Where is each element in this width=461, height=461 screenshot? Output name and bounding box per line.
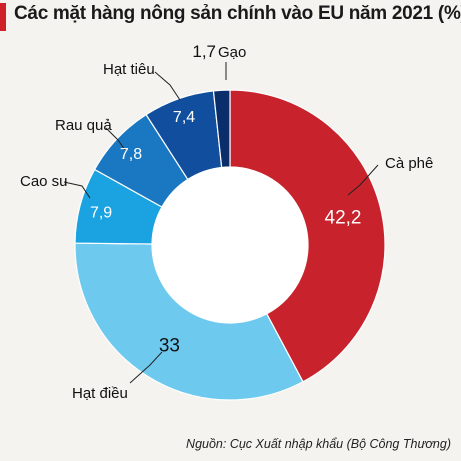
slice-label-3: Rau quả (55, 117, 112, 134)
leader-line-4 (154, 71, 181, 101)
slice-label-0: Cà phê (385, 155, 433, 172)
slice-label-2: Cao su (20, 173, 68, 190)
leader-line-3 (105, 127, 126, 151)
slice-value-4: 7,4 (173, 109, 195, 126)
donut-hole (152, 167, 308, 323)
leader-line-2 (63, 181, 91, 199)
title-accent-bar (0, 3, 6, 31)
leader-line-0 (347, 164, 379, 196)
chart-title: Các mặt hàng nông sản chính vào EU năm 2… (14, 3, 461, 24)
source-note: Nguồn: Cục Xuất nhập khẩu (Bộ Công Thươn… (186, 437, 451, 451)
slice-label-4: Hạt tiêu (103, 61, 155, 78)
slice-label-5: Gạo (218, 44, 246, 61)
slice-value-1: 33 (159, 336, 180, 357)
slice-value-0: 42,2 (325, 208, 362, 229)
leader-line-1 (129, 351, 163, 384)
slice-value-3: 7,8 (120, 146, 142, 163)
slice-label-1: Hạt điều (72, 385, 128, 402)
slice-value-2: 7,9 (90, 205, 112, 222)
slice-value-5: 1,7 (192, 42, 216, 61)
